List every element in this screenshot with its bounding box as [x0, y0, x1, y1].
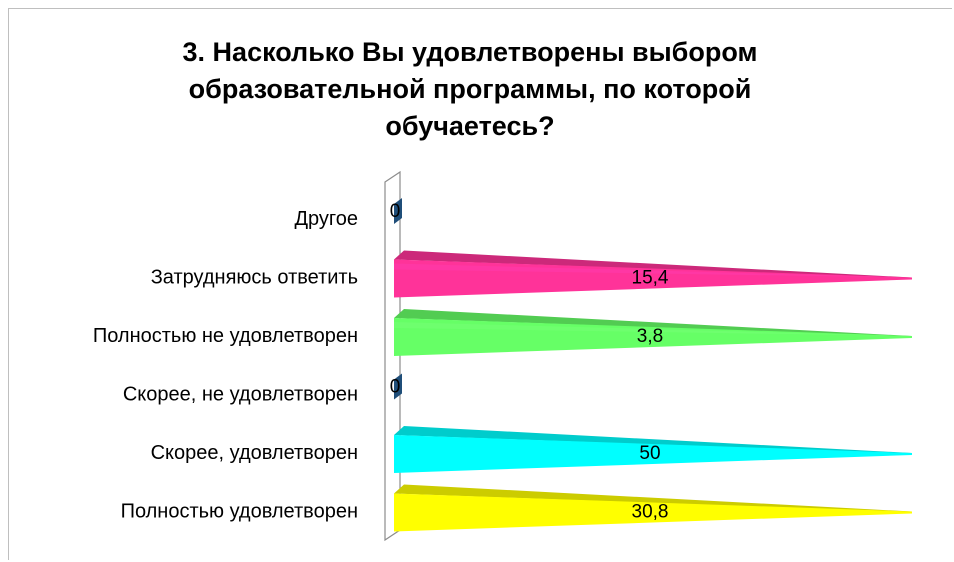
bar-5 [394, 484, 912, 532]
bar-top-2 [394, 309, 912, 337]
bar-highlight-4 [394, 439, 912, 453]
bar-top-4 [394, 426, 912, 454]
axis-wall [384, 170, 401, 542]
value-labels: 0 15,4 3,8 0 50 30,8 [390, 201, 669, 523]
bar-highlight-5 [394, 497, 912, 512]
axis-wall-panel [384, 170, 401, 542]
chart-title-line-1: 3. Насколько Вы удовлетворены выбором [182, 37, 758, 67]
bar-0 [394, 198, 402, 224]
bar-1 [394, 250, 912, 298]
category-label-1: Затрудняюсь ответить [151, 267, 358, 289]
category-label-0: Другое [294, 208, 358, 230]
category-label-4: Скорее, удовлетворен [151, 442, 358, 464]
bar-top-1 [394, 250, 912, 279]
value-label-5: 30,8 [632, 502, 669, 523]
bar-highlight-2 [394, 322, 912, 336]
bar-4 [394, 426, 912, 473]
value-label-2: 3,8 [637, 326, 663, 347]
value-label-4: 50 [639, 443, 660, 464]
chart-title-line-2: образовательной программы, по которой [188, 74, 752, 104]
bar-top-5 [394, 484, 912, 513]
chart-title: 3. Насколько Вы удовлетворены выбором об… [150, 34, 790, 145]
category-label-2: Полностью не удовлетворен [93, 325, 358, 347]
chart-title-line-3: обучаетесь? [385, 111, 555, 141]
value-label-0: 0 [390, 201, 401, 222]
bar-highlight-1 [394, 263, 912, 278]
category-labels: Другое Затрудняюсь ответить Полностью не у… [93, 208, 358, 523]
bar-3 [394, 373, 402, 400]
bar-2 [394, 309, 912, 356]
value-label-3: 0 [390, 377, 401, 398]
category-label-5: Полностью удовлетворен [121, 501, 358, 523]
category-label-3: Скорее, не удовлетворен [123, 384, 358, 406]
chart-frame [8, 8, 952, 560]
bars-group [394, 198, 912, 532]
value-label-1: 15,4 [632, 268, 669, 289]
